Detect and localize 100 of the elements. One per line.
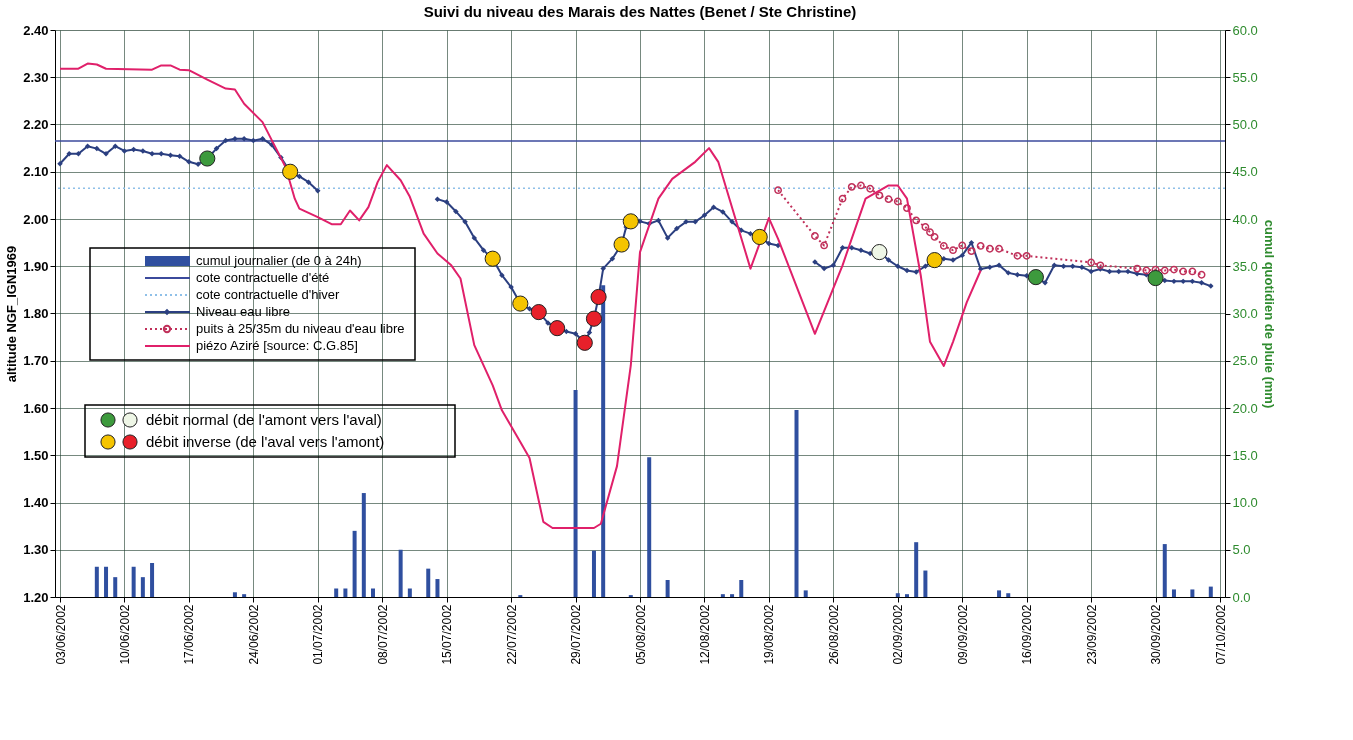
bar: [665, 579, 670, 597]
y-tick-label: 1.80: [23, 306, 49, 321]
point: [958, 241, 967, 250]
y-tick-label: 1.30: [23, 542, 49, 558]
point: [857, 181, 865, 190]
point: [930, 233, 939, 241]
legend-label: puits à 25/35m du niveau d'eau libre: [196, 321, 405, 336]
point: [1147, 269, 1164, 287]
bar: [232, 592, 237, 597]
point: [985, 244, 994, 253]
bar: [720, 594, 725, 597]
point: [893, 197, 902, 206]
y2-tick-label: 30.0: [1232, 306, 1258, 321]
x-tick-label: 12/08/2002: [697, 604, 712, 665]
bar: [352, 530, 357, 597]
x-tick-label: 17/06/2002: [182, 604, 197, 665]
bar: [739, 579, 744, 597]
x-tick-label: 19/08/2002: [762, 604, 777, 665]
x-tick-label: 03/06/2002: [53, 604, 68, 665]
bar: [601, 285, 606, 597]
y-tick-label: 1.70: [23, 353, 49, 369]
y2-tick-label: 25.0: [1232, 353, 1258, 369]
bar: [104, 566, 109, 597]
bar: [242, 594, 247, 597]
point: [847, 182, 856, 191]
y-tick-label: 1.60: [23, 400, 49, 416]
bar: [895, 593, 900, 597]
point: [1179, 267, 1188, 276]
x-tick-label: 16/09/2002: [1020, 604, 1035, 665]
point: [585, 310, 603, 327]
line-series: [59, 62, 982, 530]
bar: [794, 409, 799, 597]
point: [875, 191, 884, 200]
y2-tick-label: 0.0: [1232, 589, 1251, 605]
point: [512, 295, 529, 312]
point: [484, 250, 501, 267]
x-tick-label: 15/07/2002: [440, 604, 455, 665]
y2-tick-label: 20.0: [1232, 400, 1258, 416]
y-tick-label: 2.00: [23, 211, 49, 227]
bar: [150, 562, 155, 597]
bar: [914, 542, 919, 597]
y2-tick-label: 50.0: [1232, 117, 1258, 132]
bar: [398, 549, 403, 597]
point: [549, 320, 566, 337]
point: [820, 241, 829, 250]
point: [921, 223, 930, 231]
point: [282, 163, 299, 180]
legend-label: cote contractuelle d'été: [196, 270, 330, 285]
point: [613, 236, 630, 253]
x-tick-label: 02/09/2002: [891, 604, 906, 665]
y-tick-label: 2.10: [23, 164, 49, 180]
legend-label: piézo Aziré [source: C.G.85]: [196, 338, 358, 353]
x-tick-label: 01/07/2002: [311, 604, 326, 665]
point: [1096, 261, 1105, 270]
bar: [1208, 586, 1213, 597]
y-tick-label: 2.20: [23, 117, 49, 132]
bar: [131, 566, 136, 597]
point: [866, 184, 875, 193]
x-tick-label: 10/06/2002: [117, 604, 132, 665]
bar: [113, 577, 118, 597]
bar: [904, 594, 909, 597]
point: [622, 213, 639, 230]
y-axis-title: altitude NGF_IGN1969: [4, 245, 20, 383]
y-tick-label: 2.30: [23, 69, 49, 85]
point: [1170, 265, 1178, 274]
point: [1142, 266, 1151, 275]
point: [1087, 258, 1096, 267]
point: [926, 252, 943, 269]
point: [1013, 251, 1022, 260]
bar: [923, 570, 928, 597]
point: [1133, 264, 1142, 273]
point: [871, 244, 888, 261]
y-tick-label: 1.40: [23, 495, 49, 510]
point: [751, 228, 768, 246]
chart-title: Suivi du niveau des Marais des Nattes (Benet / Ste Christine): [423, 3, 857, 20]
bar: [803, 590, 808, 597]
point: [884, 195, 893, 204]
x-tick-label: 23/09/2002: [1084, 604, 1099, 665]
y2-tick-label: 35.0: [1232, 258, 1258, 274]
y-tick-label: 1.50: [23, 447, 49, 463]
x-tick-label: 07/10/2002: [1213, 604, 1228, 665]
point: [1160, 266, 1169, 275]
y2-tick-label: 40.0: [1232, 211, 1258, 227]
bar: [1006, 593, 1011, 597]
bar: [94, 566, 99, 597]
point: [1022, 251, 1031, 260]
y-tick-label: 1.20: [23, 589, 49, 605]
y2-tick-label: 15.0: [1232, 447, 1258, 463]
x-tick-label: 08/07/2002: [375, 604, 390, 665]
bar: [426, 568, 431, 597]
bar: [334, 588, 339, 597]
bar: [1162, 544, 1167, 597]
point: [939, 242, 948, 250]
x-tick-label: 09/09/2002: [955, 604, 970, 665]
point: [811, 232, 819, 240]
point: [949, 246, 957, 255]
point: [903, 204, 911, 213]
y2-tick-label: 45.0: [1232, 164, 1258, 180]
legend-label: cote contractuelle d'hiver: [196, 287, 341, 302]
point: [1188, 267, 1197, 276]
